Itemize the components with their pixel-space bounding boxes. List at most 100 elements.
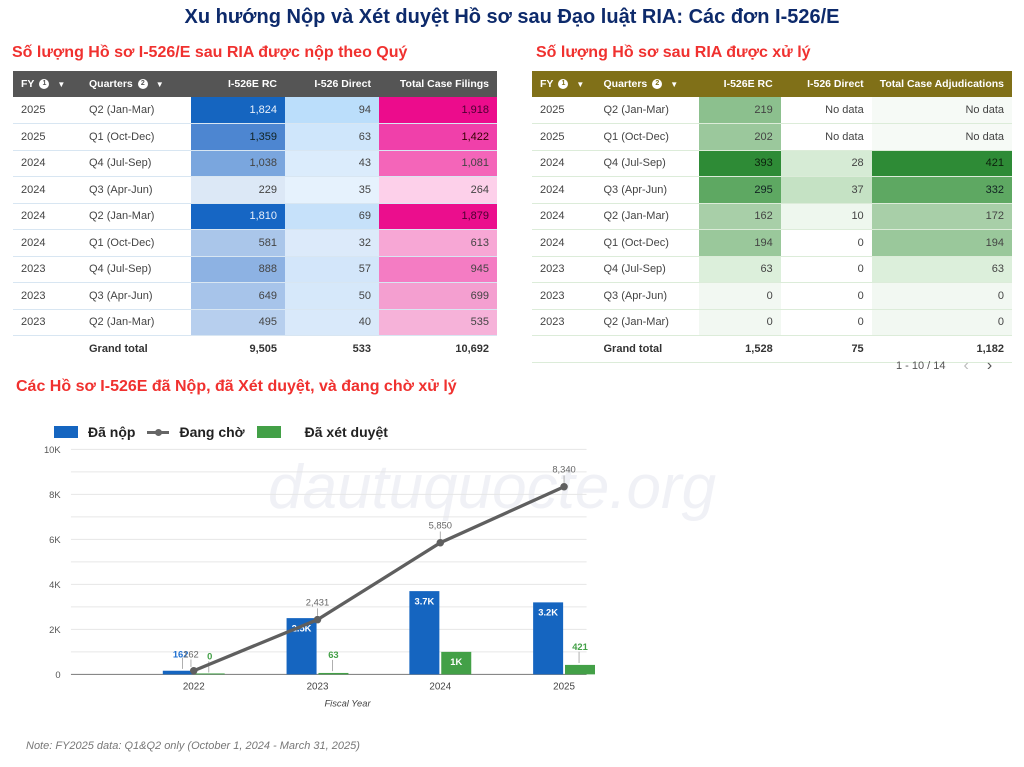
svg-text:3.2K: 3.2K [538,608,558,618]
cell-total: 1,422 [379,123,497,151]
svg-text:2.5K: 2.5K [292,623,312,633]
cell-total: 0 [871,282,1012,310]
cell-total: 1,918 [379,97,497,124]
sort-order-badge: 2 [652,79,663,90]
header-rc[interactable]: I-526E RC [191,71,285,97]
cell-quarter: Q1 (Oct-Dec) [81,229,191,257]
grand-total-rc: 1,528 [699,335,781,363]
cell-direct: 69 [285,203,379,230]
cell-direct: 0 [780,309,872,336]
cell-quarter: Q3 (Apr-Jun) [595,282,700,310]
cell-rc: 194 [699,229,781,257]
y-tick-label: 10K [44,445,61,455]
legend-item-filed[interactable]: Đã nộp [54,424,135,440]
prev-page-icon[interactable]: ‹ [963,357,969,374]
bar-filed[interactable] [533,602,564,675]
header-direct[interactable]: I-526 Direct [780,71,872,97]
cell-rc: 393 [699,150,781,177]
header-rc[interactable]: I-526E RC [699,71,781,97]
cell-quarter: Q1 (Oct-Dec) [595,123,700,151]
cell-total: No data [871,97,1012,124]
sort-caret-icon[interactable]: ▼ [155,79,164,89]
table-row: 2025 Q2 (Jan-Mar) 219 No data No data [532,97,1012,124]
cell-rc: 581 [191,229,285,257]
bar-adjudicated[interactable] [565,664,595,675]
legend-label: Đã nộp [88,424,136,440]
cell-fy: 2024 [13,229,81,257]
cell-quarter: Q1 (Oct-Dec) [595,229,700,257]
header-total[interactable]: Total Case Adjudications [871,71,1012,97]
legend-label: Đang chờ [179,424,245,440]
cell-fy: 2023 [13,309,81,336]
legend-swatch-blue-icon [54,426,78,438]
legend-swatch-green-icon [256,426,281,438]
cell-fy: 2025 [13,123,81,151]
cell-empty [532,335,596,363]
header-quarters[interactable]: Quarters 2 ▼ [595,71,700,97]
sort-caret-icon[interactable]: ▼ [670,79,679,89]
svg-text:421: 421 [572,642,588,652]
header-direct[interactable]: I-526 Direct [285,71,379,97]
table-row: 2023 Q2 (Jan-Mar) 0 0 0 [532,309,1012,336]
cell-total: 264 [379,176,497,204]
filings-table-title: Số lượng Hồ sơ I-526/E sau RIA được nộp … [12,44,408,61]
cell-quarter: Q3 (Apr-Jun) [595,176,700,204]
cell-total: 699 [379,282,497,310]
cell-direct: 94 [285,97,379,124]
cell-total: 945 [379,256,497,283]
cell-direct: 32 [285,229,379,257]
svg-text:162: 162 [183,650,199,660]
grand-total-rc: 9,505 [249,343,277,355]
bar-filed[interactable] [162,670,193,675]
cell-quarter: Q2 (Jan-Mar) [81,309,191,336]
x-tick-label: 2023 [307,681,329,692]
cell-quarter: Q2 (Jan-Mar) [81,97,191,124]
svg-text:63: 63 [328,650,338,660]
header-quarters[interactable]: Quarters 2 ▼ [81,71,191,97]
sort-caret-icon[interactable]: ▼ [576,79,585,89]
sort-order-badge: 1 [558,79,569,90]
cell-rc: 1,359 [191,123,285,151]
legend-item-adjudicated[interactable]: Đã xét duyệt [256,424,388,440]
cell-direct: 0 [780,282,872,310]
y-tick-label: 4K [49,580,61,590]
cell-rc: 1,038 [191,150,285,177]
bar-adjudicated[interactable] [194,673,225,675]
header-fy[interactable]: FY 1 ▼ [532,71,596,97]
cell-fy: 2024 [532,229,596,257]
bar-adjudicated[interactable] [441,651,472,675]
sort-caret-icon[interactable]: ▼ [57,79,66,89]
legend-item-pending[interactable]: Đang chờ [147,424,245,440]
table-row: 2023 Q3 (Apr-Jun) 649 50 699 [13,282,497,310]
cell-direct: 63 [285,123,379,151]
cell-total: 172 [871,203,1012,230]
cell-quarter: Q4 (Jul-Sep) [81,150,191,177]
table-row: 2024 Q3 (Apr-Jun) 229 35 264 [13,176,497,204]
table-row: 2024 Q4 (Jul-Sep) 1,038 43 1,081 [13,150,497,177]
table-row: 2023 Q4 (Jul-Sep) 888 57 945 [13,256,497,283]
table-row: 2024 Q1 (Oct-Dec) 194 0 194 [532,229,1012,257]
cell-direct: 0 [780,256,872,283]
cell-fy: 2023 [13,256,81,283]
svg-text:1K: 1K [450,657,462,667]
bar-adjudicated[interactable] [318,672,349,675]
x-tick-label: 2025 [553,681,575,692]
next-page-icon[interactable]: › [986,357,993,374]
pending-line[interactable] [193,485,565,673]
bar-filed[interactable] [409,591,440,675]
cell-total: 1,081 [379,150,497,177]
y-tick-label: 6K [49,535,61,545]
header-fy[interactable]: FY 1 ▼ [13,71,81,97]
cell-rc: 162 [699,203,781,230]
footnote: Note: FY2025 data: Q1&Q2 only (October 1… [26,740,360,752]
x-tick-label: 2022 [183,681,205,692]
header-total[interactable]: Total Case Filings [379,71,497,97]
filings-table: FY 1 ▼ Quarters 2 ▼ I-526E RC I-526 Direct T… [13,71,497,362]
cell-quarter: Q4 (Jul-Sep) [595,150,700,177]
cell-fy: 2023 [532,256,596,283]
svg-text:3.7K: 3.7K [414,596,434,606]
svg-text:8,340: 8,340 [552,465,575,475]
table-row: 2023 Q2 (Jan-Mar) 495 40 535 [13,309,497,336]
grand-total-direct: 75 [780,335,872,363]
chart-bars: 162 0 2.5K 63 3.7K 1K 3.2K 421 [162,591,595,675]
